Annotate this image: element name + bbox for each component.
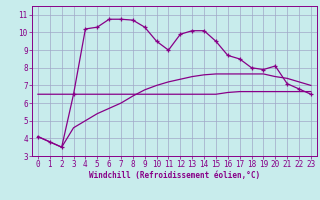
X-axis label: Windchill (Refroidissement éolien,°C): Windchill (Refroidissement éolien,°C)	[89, 171, 260, 180]
